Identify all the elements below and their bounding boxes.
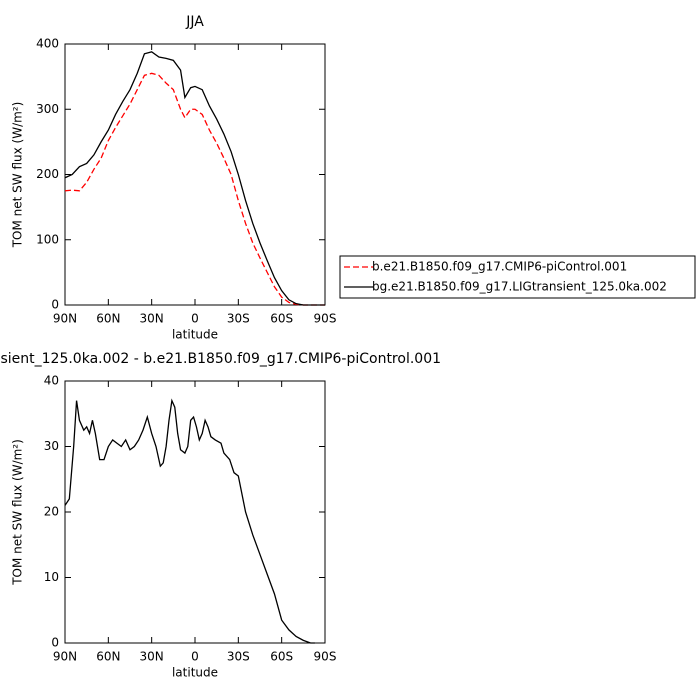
legend-label: bg.e21.B1850.f09_g17.LIGtransient_125.0k… <box>372 280 667 294</box>
x-tick-label: 90N <box>53 650 77 664</box>
y-tick-label: 200 <box>36 167 59 181</box>
data-line <box>64 51 325 306</box>
x-axis-label: latitude <box>172 666 218 680</box>
chart-title: JJA <box>185 14 204 30</box>
legend-box <box>339 255 696 299</box>
data-line <box>64 72 325 306</box>
x-tick-label: 60N <box>96 650 120 664</box>
x-tick-label: 60N <box>96 312 120 326</box>
data-line <box>64 398 315 644</box>
x-tick-label: 90S <box>314 312 337 326</box>
x-tick-label: 0 <box>191 650 199 664</box>
x-tick-label: 30N <box>140 312 164 326</box>
x-tick-label: 90N <box>53 312 77 326</box>
y-tick-label: 100 <box>36 232 59 246</box>
y-axis-label: TOM net SW flux (W/m²) <box>11 102 25 249</box>
y-tick-label: 40 <box>44 374 59 388</box>
x-axis-label: latitude <box>172 328 218 342</box>
legend-label: b.e21.B1850.f09_g17.CMIP6-piControl.001 <box>372 260 627 274</box>
plot-frame <box>64 43 326 306</box>
y-tick-label: 0 <box>51 636 59 650</box>
x-tick-label: 0 <box>191 312 199 326</box>
y-tick-label: 0 <box>51 298 59 312</box>
y-tick-label: 400 <box>36 37 59 51</box>
x-tick-label: 30S <box>227 650 250 664</box>
chart-title: LIGtransient_125.0ka.002 - b.e21.B1850.f… <box>0 351 441 367</box>
y-tick-label: 30 <box>44 439 59 453</box>
x-tick-label: 60S <box>270 650 293 664</box>
y-tick-label: 10 <box>44 570 59 584</box>
y-axis-label: TOM net SW flux (W/m²) <box>11 439 25 586</box>
x-tick-label: 30N <box>140 650 164 664</box>
x-tick-label: 30S <box>227 312 250 326</box>
y-tick-label: 20 <box>44 505 59 519</box>
x-tick-label: 90S <box>314 650 337 664</box>
x-tick-label: 60S <box>270 312 293 326</box>
y-tick-label: 300 <box>36 102 59 116</box>
